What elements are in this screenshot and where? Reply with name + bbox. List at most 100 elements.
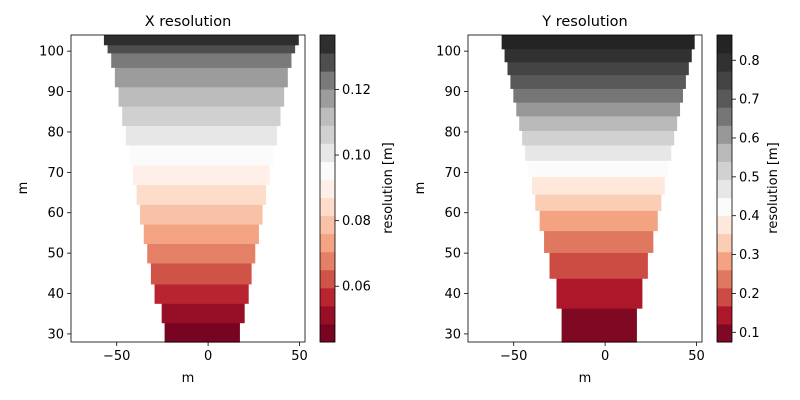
y-resolution-band-6 — [531, 176, 665, 195]
y-resolution-y-tick-label: 50 — [444, 247, 461, 262]
y-resolution-band-3 — [544, 230, 654, 253]
x-resolution-y-axis-label: m — [16, 182, 31, 195]
y-resolution-y-tick-label: 60 — [444, 206, 461, 221]
y-resolution-colorbar-ticks: 0.1 0.2 0.3 0.4 0.5 0.6 0.7 0.8 — [732, 54, 760, 341]
x-resolution-colorbar-swatch — [320, 251, 335, 271]
x-resolution-band-16 — [103, 35, 299, 46]
x-resolution-colorbar-swatch — [320, 53, 335, 72]
y-resolution-colorbar-label: resolution [m] — [766, 142, 781, 233]
y-resolution-y-tick-label: 100 — [436, 45, 461, 60]
x-resolution-band-6 — [140, 204, 263, 225]
y-resolution-colorbar-swatch — [717, 179, 732, 199]
y-resolution-y-ticks: 30 40 50 60 70 80 90 100 — [436, 45, 468, 342]
x-resolution-x-tick-label: 0 — [204, 349, 212, 364]
y-resolution-colorbar-swatch — [717, 143, 732, 162]
x-resolution-band-8 — [132, 164, 270, 186]
y-resolution-y-tick-label: 30 — [444, 327, 461, 342]
y-resolution-colorbar-tick-label: 0.5 — [739, 170, 760, 185]
x-resolution-band-10 — [125, 125, 277, 146]
x-resolution-colorbar-frame — [319, 34, 336, 343]
y-resolution-colorbar-swatch — [717, 305, 732, 325]
y-resolution-band-9 — [522, 130, 675, 146]
y-resolution-y-tick-label: 40 — [444, 287, 461, 302]
x-resolution-colorbar-swatch — [320, 161, 335, 180]
y-resolution-band-0 — [561, 308, 637, 343]
x-resolution-band-1 — [161, 303, 245, 324]
y-resolution-colorbar-swatch — [717, 251, 732, 271]
x-resolution-colorbar — [320, 35, 335, 343]
y-resolution-band-14 — [507, 61, 689, 76]
y-resolution-band-16 — [501, 35, 695, 50]
y-resolution-band-8 — [525, 144, 672, 161]
y-resolution-colorbar-swatch — [717, 35, 732, 54]
y-resolution-band-10 — [519, 115, 678, 131]
y-resolution-colorbar-tick-label: 0.8 — [739, 54, 760, 69]
x-resolution-colorbar-label: resolution [m] — [381, 142, 396, 233]
x-resolution-y-tick-label: 70 — [47, 166, 64, 181]
y-resolution-y-tick-label: 80 — [444, 125, 461, 140]
x-resolution-colorbar-swatch — [320, 269, 335, 289]
x-resolution-band-4 — [147, 243, 256, 264]
x-resolution-band-7 — [136, 184, 267, 205]
x-resolution-band-12 — [118, 86, 285, 107]
y-resolution-colorbar-swatch — [717, 215, 732, 235]
x-resolution-colorbar-swatch — [320, 215, 335, 235]
x-resolution-colorbar-swatch — [320, 179, 335, 199]
x-resolution-x-tick-label: −50 — [103, 349, 130, 364]
y-resolution-x-tick-label: 0 — [601, 349, 609, 364]
y-resolution-colorbar-swatch — [717, 107, 732, 126]
x-resolution-band-3 — [150, 262, 252, 285]
y-resolution-colorbar-tick-label: 0.7 — [739, 93, 760, 108]
y-resolution-band-5 — [535, 194, 662, 211]
y-resolution-band-11 — [516, 102, 681, 117]
y-resolution-colorbar-swatch — [717, 233, 732, 253]
y-resolution-colorbar-swatch — [717, 125, 732, 144]
x-resolution-colorbar-tick-label: 0.08 — [342, 214, 371, 229]
x-resolution-y-tick-label: 40 — [47, 287, 64, 302]
y-resolution-band-2 — [549, 252, 648, 279]
x-resolution-band-9 — [129, 144, 274, 166]
x-resolution-colorbar-swatch — [320, 197, 335, 217]
y-resolution-colorbar — [717, 35, 732, 343]
y-resolution-colorbar-swatch — [717, 269, 732, 289]
x-resolution-band-11 — [122, 106, 281, 127]
y-resolution-y-tick-label: 70 — [444, 166, 461, 181]
x-resolution-colorbar-tick-label: 0.10 — [342, 149, 371, 164]
x-resolution-heatmap — [103, 35, 299, 343]
x-resolution-band-15 — [107, 44, 296, 54]
y-resolution-colorbar-swatch — [717, 53, 732, 72]
y-resolution-x-ticks: −50 0 50 — [500, 342, 705, 364]
x-resolution-y-tick-label: 80 — [47, 125, 64, 140]
x-resolution-colorbar-tick-label: 0.12 — [342, 83, 371, 98]
y-resolution-colorbar-swatch — [717, 89, 732, 108]
x-resolution-band-13 — [114, 67, 288, 88]
x-resolution-title: X resolution — [145, 14, 232, 30]
x-resolution-colorbar-swatch — [320, 233, 335, 253]
x-resolution-colorbar-swatch — [320, 125, 335, 144]
y-resolution-colorbar-swatch — [717, 161, 732, 180]
y-resolution-band-12 — [513, 88, 683, 103]
y-resolution-colorbar-swatch — [717, 287, 732, 307]
y-resolution-band-4 — [539, 210, 658, 232]
x-resolution-colorbar-swatch — [320, 89, 335, 108]
y-resolution-colorbar-tick-label: 0.6 — [739, 131, 760, 146]
y-resolution-heatmap — [501, 35, 695, 343]
x-resolution-x-ticks: −50 0 50 — [103, 342, 308, 364]
x-resolution-colorbar-swatch — [320, 71, 335, 90]
y-resolution-colorbar-frame — [716, 34, 733, 343]
x-resolution-band-0 — [164, 322, 240, 343]
y-resolution-colorbar-tick-label: 0.2 — [739, 287, 760, 302]
x-resolution-x-axis-label: m — [182, 371, 195, 386]
x-resolution-colorbar-ticks: 0.06 0.08 0.10 0.12 — [335, 83, 371, 295]
y-resolution-y-axis-label: m — [413, 182, 428, 195]
x-resolution-colorbar-swatch — [320, 287, 335, 307]
x-resolution-colorbar-swatch — [320, 323, 335, 343]
y-resolution-x-tick-label: 50 — [688, 349, 705, 364]
y-resolution-x-tick-label: −50 — [500, 349, 527, 364]
x-resolution-band-14 — [111, 52, 292, 68]
y-resolution-band-1 — [556, 278, 643, 309]
x-resolution-band-5 — [143, 224, 259, 245]
y-resolution-axes-frame — [467, 34, 703, 343]
